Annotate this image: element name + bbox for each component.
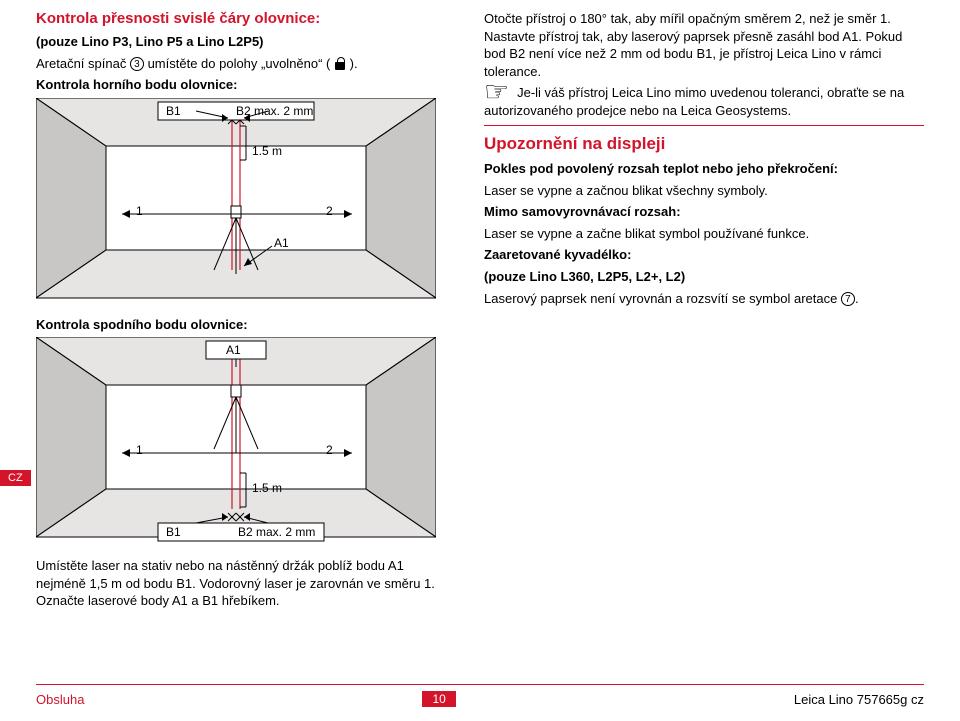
- cz-tab: CZ: [0, 470, 31, 486]
- bottom-diagram-label: Kontrola spodního bodu olovnice:: [36, 316, 456, 334]
- one-bottom: 1: [136, 443, 143, 457]
- left-column: Kontrola přesnosti svislé čáry olovnice:…: [36, 10, 456, 614]
- hand-text: Je-li váš přístroj Leica Lino mimo uvede…: [484, 85, 904, 118]
- p2a: Laser se vypne a začnou blikat všechny s…: [484, 182, 924, 200]
- footer-right: Leica Lino 757665g cz: [794, 692, 924, 707]
- top-diagram-label: Kontrola horního bodu olovnice:: [36, 76, 456, 94]
- p2b-bold: Mimo samovyrovnávací rozsah:: [484, 203, 924, 221]
- title-left: Kontrola přesnosti svislé čáry olovnice:: [36, 10, 456, 27]
- txt: umístěte do polohy „uvolněno“ (: [144, 56, 334, 71]
- footer-rule: [36, 684, 924, 685]
- lock-icon: [334, 57, 346, 71]
- txt: ).: [346, 56, 358, 71]
- divider: [484, 125, 924, 126]
- bottom-diagram-svg: [36, 337, 436, 547]
- h2: Upozornění na displeji: [484, 134, 924, 154]
- top-diagram: B1 B2 max. 2 mm 1.5 m 1 2 A1: [36, 98, 436, 308]
- a1-top: A1: [274, 236, 289, 250]
- hand-icon: ☞: [484, 84, 509, 101]
- two-top: 2: [326, 204, 333, 218]
- b1-bottom: B1: [166, 525, 181, 539]
- p2c-b: .: [855, 291, 859, 306]
- circle-3: 3: [130, 57, 144, 71]
- p2a-bold: Pokles pod povolený rozsah teplot nebo j…: [484, 160, 924, 178]
- bottom-diagram: A1 1 2 1.5 m B1 B2 max. 2 mm: [36, 337, 436, 547]
- footer: Obsluha 10 Leica Lino 757665g cz: [0, 691, 960, 707]
- top-diagram-svg: [36, 98, 436, 308]
- footer-page: 10: [422, 691, 455, 707]
- a1-box-bottom: A1: [226, 343, 241, 357]
- b1-label: B1: [166, 104, 181, 118]
- circle-7: 7: [841, 292, 855, 306]
- arretation-line: Aretační spínač 3 umístěte do polohy „uv…: [36, 55, 456, 73]
- txt: Aretační spínač: [36, 56, 130, 71]
- right-column: Otočte přístroj o 180° tak, aby mířil op…: [484, 10, 924, 614]
- page-columns: Kontrola přesnosti svislé čáry olovnice:…: [0, 0, 960, 614]
- dist15-top: 1.5 m: [252, 144, 282, 158]
- b2max-bottom: B2 max. 2 mm: [238, 525, 315, 539]
- b2max-label: B2 max. 2 mm: [236, 104, 313, 118]
- p2c-bold: Zaaretované kyvadélko:: [484, 246, 924, 264]
- p2c-a: Laserový paprsek není vyrovnán a rozsvít…: [484, 291, 841, 306]
- hand-note: ☞Je-li váš přístroj Leica Lino mimo uved…: [484, 84, 924, 119]
- p1: Otočte přístroj o 180° tak, aby mířil op…: [484, 10, 924, 80]
- footer-left: Obsluha: [36, 692, 84, 707]
- p2c-sub: (pouze Lino L360, L2P5, L2+, L2): [484, 268, 924, 286]
- one-top: 1: [136, 204, 143, 218]
- dist15-bottom: 1.5 m: [252, 481, 282, 495]
- models-line: (pouze Lino P3, Lino P5 a Lino L2P5): [36, 33, 456, 51]
- p2b: Laser se vypne a začne blikat symbol pou…: [484, 225, 924, 243]
- two-bottom: 2: [326, 443, 333, 457]
- p2c: Laserový paprsek není vyrovnán a rozsvít…: [484, 290, 924, 308]
- below-text: Umístěte laser na stativ nebo na nástěnn…: [36, 557, 456, 610]
